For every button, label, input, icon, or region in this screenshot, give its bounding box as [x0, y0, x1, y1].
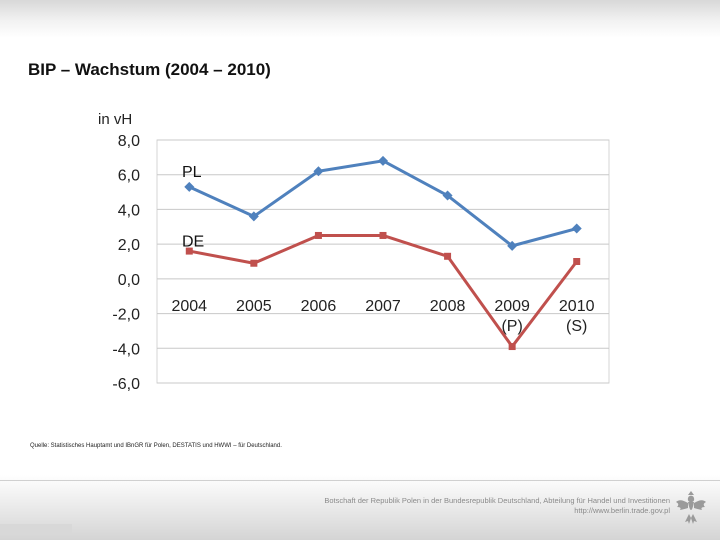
slide-title: BIP – Wachstum (2004 – 2010): [28, 60, 271, 79]
y-tick-label: 4,0: [118, 202, 140, 219]
x-tick-label: 2005: [236, 298, 272, 315]
y-tick-label: -4,0: [112, 341, 140, 358]
data-point-de: [573, 258, 581, 265]
data-point-pl: [248, 211, 259, 222]
y-tick-label: 0,0: [118, 272, 140, 289]
y-axis-label: in vH: [98, 111, 132, 128]
footer-divider: [0, 480, 720, 481]
y-tick-label: 6,0: [118, 168, 140, 185]
data-point-pl: [571, 223, 582, 234]
x-tick-sublabel: (S): [566, 318, 587, 335]
footer-org: Botschaft der Republik Polen in der Bund…: [324, 496, 670, 505]
data-point-pl: [442, 190, 453, 201]
data-point-pl: [313, 166, 324, 177]
footer-url: http://www.berlin.trade.gov.pl: [574, 506, 670, 515]
data-point-pl: [184, 181, 195, 192]
source-note: Quelle: Statistisches Hauptamt und IBnGR…: [30, 443, 282, 449]
footer-text: Botschaft der Republik Polen in der Bund…: [324, 496, 670, 516]
data-point-de: [379, 231, 387, 239]
plot-area-border: [156, 139, 610, 384]
data-point-de: [444, 252, 452, 260]
y-tick-label: 2,0: [118, 237, 140, 254]
top-band: [0, 0, 720, 38]
series-label-pl: PL: [182, 164, 202, 181]
x-tick-label: 2009: [494, 298, 530, 315]
data-point-de: [314, 231, 322, 239]
x-tick-label: 2006: [301, 298, 337, 315]
y-tick-label: -2,0: [112, 307, 140, 324]
bottom-band: [0, 475, 720, 540]
x-tick-label: 2010: [559, 298, 595, 315]
eagle-emblem-icon: [676, 491, 706, 524]
data-point-pl: [378, 155, 388, 166]
data-point-de: [508, 343, 516, 351]
data-point-de: [250, 259, 258, 267]
y-tick-label: 8,0: [118, 133, 140, 150]
x-tick-sublabel: (P): [501, 318, 522, 335]
x-tick-label: 2004: [171, 298, 207, 315]
data-point-pl: [507, 240, 518, 251]
y-tick-label: -6,0: [112, 376, 140, 393]
data-point-de: [185, 247, 193, 255]
x-tick-label: 2008: [430, 298, 466, 315]
x-tick-label: 2007: [365, 298, 401, 315]
series-label-de: DE: [182, 234, 204, 251]
corner-mark: [0, 524, 72, 534]
